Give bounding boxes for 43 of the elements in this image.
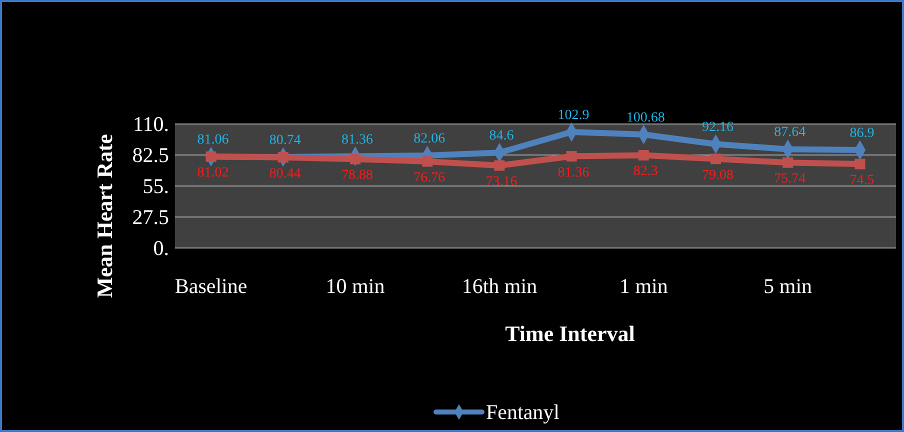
y-axis-title: Mean Heart Rate (92, 134, 117, 298)
data-label: 100.68 (626, 110, 665, 126)
point (854, 158, 866, 170)
data-label: 82.06 (414, 131, 446, 146)
data-label: 81.36 (342, 132, 373, 148)
data-label: 81.06 (197, 132, 229, 148)
data-label: 86.9 (850, 126, 874, 142)
x-axis-title: Time Interval (505, 321, 635, 346)
point (710, 154, 721, 164)
point (638, 150, 649, 160)
data-label: 87.64 (774, 125, 806, 140)
y-tick-label: 55. (142, 174, 169, 198)
y-tick-label: 110. (133, 112, 169, 136)
point (278, 152, 288, 163)
data-label: 102.9 (558, 108, 590, 124)
data-label: 73.16 (486, 174, 518, 190)
x-tick-label: 16th min (462, 274, 538, 298)
x-tick-label: 10 min (326, 274, 386, 298)
data-label: 75.74 (774, 172, 806, 187)
data-label: 84.6 (489, 128, 514, 144)
data-label: 82.3 (633, 164, 658, 180)
x-tick-label: Baseline (174, 274, 248, 298)
data-label: 92.16 (702, 120, 734, 136)
point (566, 151, 577, 162)
x-tick-label: 1 min (619, 274, 668, 298)
point (494, 160, 505, 171)
y-tick-label: 82.5 (132, 143, 169, 167)
point (206, 151, 216, 162)
point (782, 157, 794, 168)
data-label: 81.36 (558, 165, 590, 180)
x-tick-label: 5 min (764, 274, 813, 298)
data-label: 76.76 (414, 170, 446, 186)
y-tick-label: 27.5 (132, 205, 169, 229)
data-label: 79.08 (702, 168, 734, 183)
data-label: 80.44 (269, 166, 301, 182)
point (350, 154, 360, 164)
y-tick-label: 0. (153, 236, 169, 260)
legend-label: Fentanyl (486, 400, 560, 424)
data-label: 78.88 (342, 168, 373, 184)
point (422, 156, 433, 167)
data-label: 74.5 (850, 173, 874, 188)
data-label: 81.02 (197, 166, 229, 181)
data-label: 80.74 (269, 132, 301, 148)
